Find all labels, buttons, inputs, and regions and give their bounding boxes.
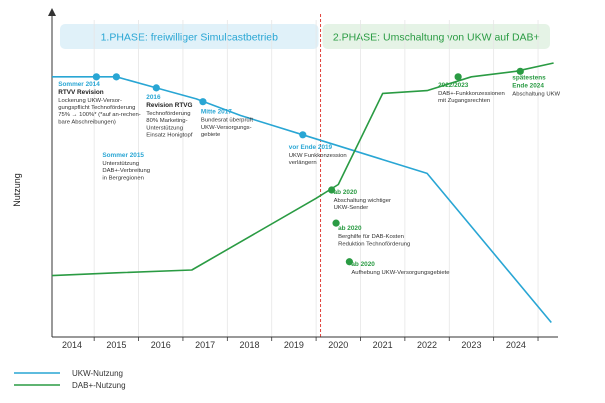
phase-label-2: 2.PHASE: Umschaltung von UKW auf DAB+: [333, 32, 540, 44]
milestone-text: DAB+-Verbreitung: [102, 168, 150, 174]
milestone-marker-8: [345, 258, 353, 266]
milestone-text: Abschaltung UKW: [512, 91, 560, 97]
y-axis-label: Nutzung: [12, 173, 22, 207]
milestone-text: Bundesrat überprüft: [201, 118, 253, 124]
legend-layer: UKW-Nutzung DAB+-Nutzung: [14, 369, 126, 390]
milestone-date: Sommer 2014: [58, 81, 100, 88]
milestone-marker-6: [328, 186, 336, 194]
milestone-text: 80% Marketing-: [146, 118, 187, 124]
milestone-text: mit Zugangsrechten: [438, 98, 490, 104]
milestone-date: 2022/2023: [438, 82, 469, 89]
x-tick-2020: 2020: [328, 340, 348, 350]
milestone-date: vor Ende 2019: [289, 144, 333, 151]
milestone-annotation-8: ab 2020 Aufhebung UKW-Versorgungsgebiete: [351, 261, 450, 276]
milestone-text: Lockerung UKW-Versor-: [58, 98, 122, 104]
x-tick-2024: 2024: [506, 340, 526, 350]
milestone-date: 2016: [146, 94, 161, 101]
x-tick-2015: 2015: [106, 340, 126, 350]
milestone-marker-3: [152, 84, 160, 92]
x-tick-2018: 2018: [240, 340, 260, 350]
milestone-text: 75% → 100%* (*auf an-rechen-: [58, 112, 141, 118]
milestone-marker-10: [516, 67, 524, 75]
milestone-text: verlängern: [289, 160, 317, 166]
milestone-marker-7: [332, 219, 340, 227]
x-tick-2021: 2021: [373, 340, 393, 350]
milestone-text: Abschaltung wichtiger: [334, 198, 391, 204]
milestone-text: UKW Funkkonzession: [289, 153, 347, 159]
x-tick-2019: 2019: [284, 340, 304, 350]
milestone-annotation-7: ab 2020 Berghilfe für DAB-KostenReduktion…: [338, 225, 410, 247]
milestone-text: Unterstützung: [146, 125, 183, 131]
milestone-date: spätestens: [512, 74, 546, 81]
milestone-date: Sommer 2015: [102, 152, 144, 159]
phase-label-1: 1.PHASE: freiwilliger Simulcastbetrieb: [101, 32, 279, 44]
legend-label-1: UKW-Nutzung: [72, 369, 123, 378]
x-tick-2017: 2017: [195, 340, 215, 350]
grid-layer: [93, 14, 539, 337]
phase-banner-2: [322, 24, 550, 49]
x-tick-2022: 2022: [417, 340, 437, 350]
milestone-annotation-4: Mitte 2017 Bundesrat überprüftUKW-Versorg…: [201, 109, 253, 138]
milestone-date: ab 2020: [338, 225, 362, 232]
milestone-text: Aufhebung UKW-Versorgungsgebiete: [351, 270, 450, 276]
phase-layer: 1.PHASE: freiwilliger Simulcastbetrieb 2.…: [60, 24, 550, 49]
milestone-annotation-2: Sommer 2015 UnterstützungDAB+-Verbreitung…: [102, 152, 150, 181]
milestone-text: Einsatz Honigtopf: [146, 132, 193, 138]
milestone-text: UKW-Sender: [334, 205, 369, 211]
milestone-text: Unterstützung: [102, 161, 139, 167]
milestone-date: ab 2020: [334, 189, 358, 196]
milestone-text: bare Abschreibungen): [58, 119, 116, 125]
x-tick-2014: 2014: [62, 340, 82, 350]
milestone-title: RTVV Revision: [58, 89, 104, 96]
milestone-text: Reduktion Technoförderung: [338, 241, 410, 247]
milestone-annotation-5: vor Ende 2019 UKW Funkkonzessionverlänger…: [289, 144, 347, 166]
series-line-1: [52, 76, 552, 324]
label-layer: 2014 2015 2016 2017 2018 2019 2020 2021 2022 2023…: [12, 74, 561, 350]
phase-banner-1: [60, 24, 319, 49]
x-tick-2023: 2023: [461, 340, 481, 350]
milestone-marker-1: [92, 73, 100, 81]
milestone-layer: [92, 67, 524, 266]
milestone-date: ab 2020: [351, 261, 375, 268]
milestone-text: gebiete: [201, 132, 221, 138]
milestone-title: Ende 2024: [512, 82, 544, 89]
milestone-marker-9: [454, 73, 462, 81]
milestone-text: Berghilfe für DAB-Kosten: [338, 234, 404, 240]
milestone-title: Revision RTVG: [146, 102, 192, 109]
milestone-text: DAB+-Funkkonzessionen: [438, 91, 505, 97]
milestone-marker-4: [199, 98, 207, 106]
series-layer: [51, 62, 554, 324]
milestone-text: gungspflicht Technoförderung: [58, 105, 135, 111]
series-line-2: [51, 62, 554, 277]
milestone-date: Mitte 2017: [201, 109, 232, 116]
y-axis-arrow: [48, 8, 56, 16]
x-tick-2016: 2016: [151, 340, 171, 350]
milestone-text: in Bergregionen: [102, 175, 144, 181]
milestone-marker-2: [112, 73, 120, 81]
milestone-text: Technoförderung: [146, 111, 190, 117]
milestone-marker-5: [299, 131, 307, 139]
milestone-text: UKW-Versorgungs-: [201, 125, 252, 131]
legend-label-2: DAB+-Nutzung: [72, 381, 126, 390]
axes-layer: [48, 8, 558, 341]
